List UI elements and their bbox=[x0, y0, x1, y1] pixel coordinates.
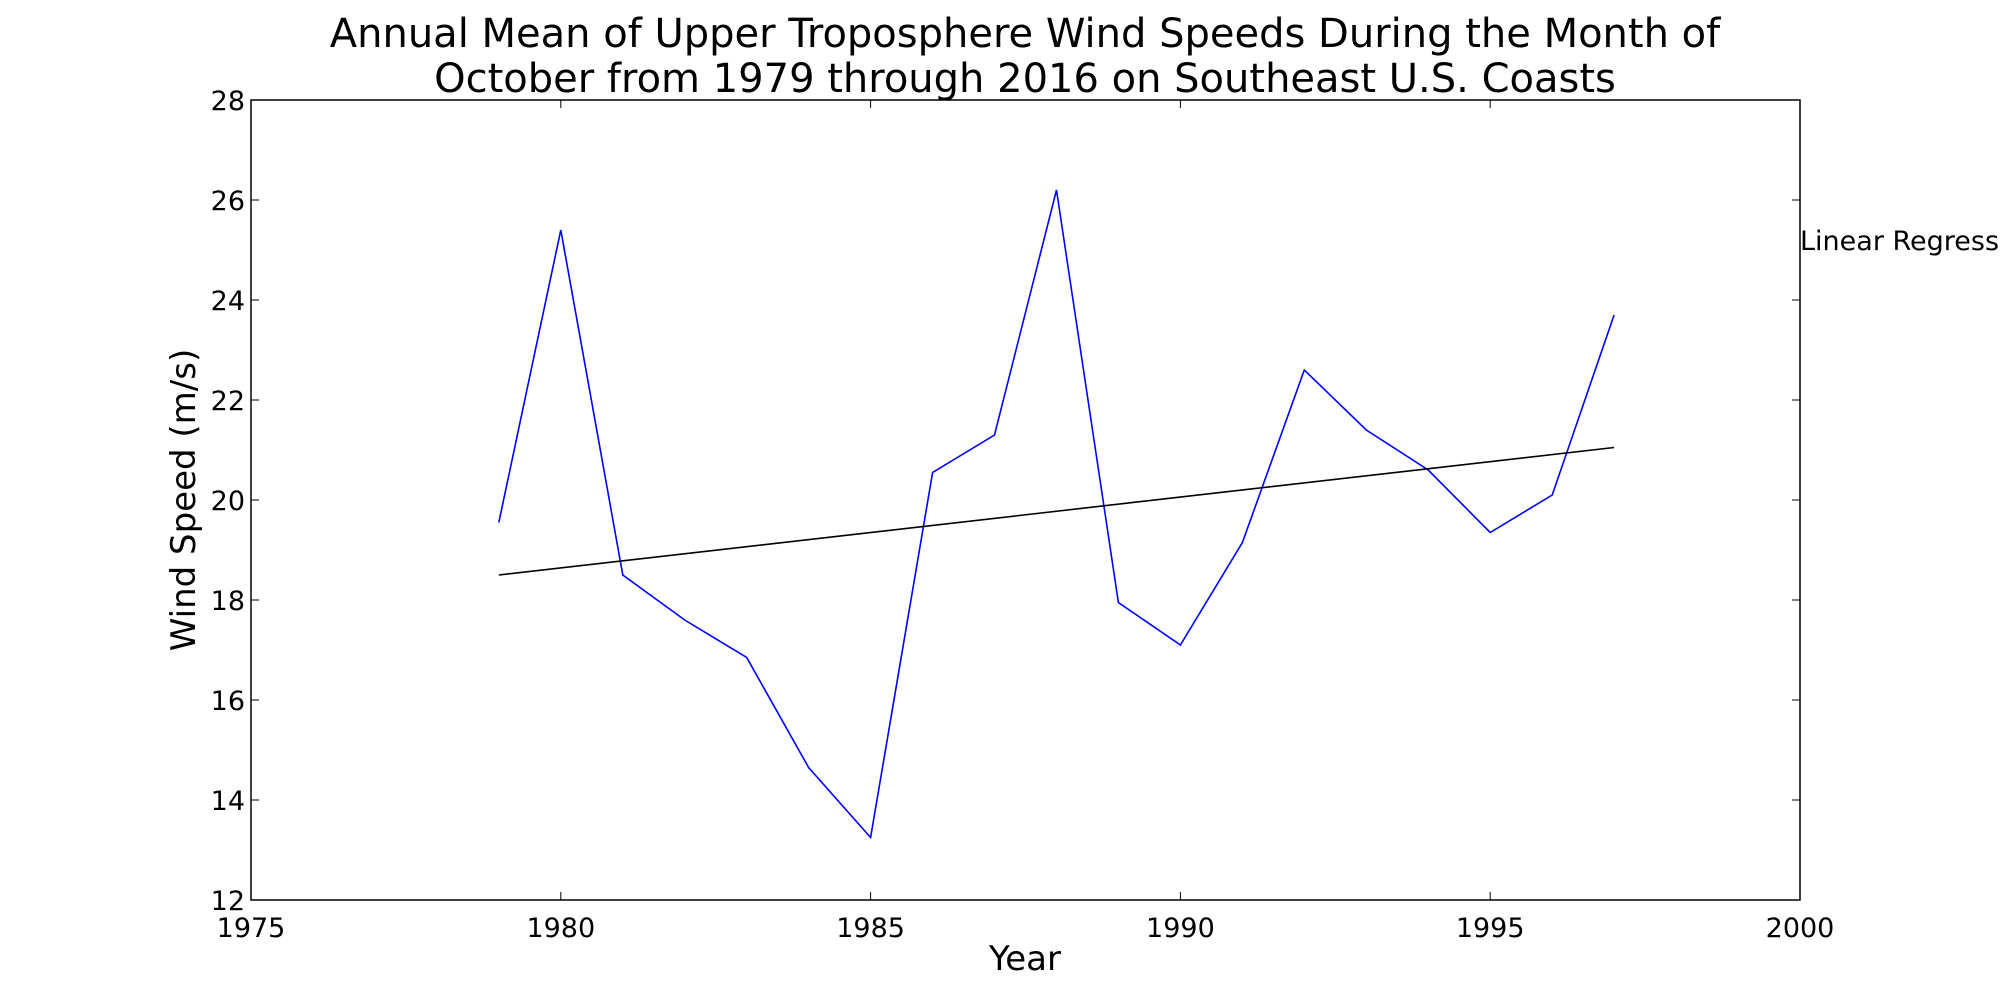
x-tick-label: 1995 bbox=[1456, 913, 1525, 944]
x-axis-label: Year bbox=[988, 939, 1061, 979]
y-tick-label: 20 bbox=[211, 486, 245, 517]
regression-line bbox=[498, 446, 1615, 576]
wind-speed-line bbox=[498, 189, 1615, 840]
x-tick-labels: 1975 1980 1985 1990 1995 2000 bbox=[217, 913, 1835, 944]
x-tick-label: 1990 bbox=[1146, 913, 1215, 944]
regression-annotation: Linear Regression bbox=[1800, 226, 2000, 257]
y-tick-label: 18 bbox=[211, 586, 245, 617]
x-tick-label: 1980 bbox=[526, 913, 595, 944]
x-tick-label: 1985 bbox=[836, 913, 905, 944]
series-lines bbox=[498, 189, 1615, 840]
y-tick-label: 22 bbox=[211, 386, 245, 417]
plot-frame bbox=[250, 99, 1801, 901]
y-tick-label: 12 bbox=[211, 886, 245, 917]
y-tick-label: 24 bbox=[211, 286, 245, 317]
y-tick-labels: 12 14 16 18 20 22 24 26 28 bbox=[211, 86, 245, 917]
chart-title-line-1: Annual Mean of Upper Troposphere Wind Sp… bbox=[330, 11, 1721, 57]
x-tick-label: 1975 bbox=[217, 913, 286, 944]
y-tick-label: 16 bbox=[211, 686, 245, 717]
y-axis-label: Wind Speed (m/s) bbox=[164, 349, 204, 651]
x-tick-label: 2000 bbox=[1766, 913, 1835, 944]
axis-ticks bbox=[250, 99, 1801, 901]
y-tick-label: 26 bbox=[211, 186, 245, 217]
y-tick-label: 14 bbox=[211, 786, 245, 817]
y-tick-label: 28 bbox=[211, 86, 245, 117]
chart-title-line-2: October from 1979 through 2016 on Southe… bbox=[434, 56, 1616, 102]
